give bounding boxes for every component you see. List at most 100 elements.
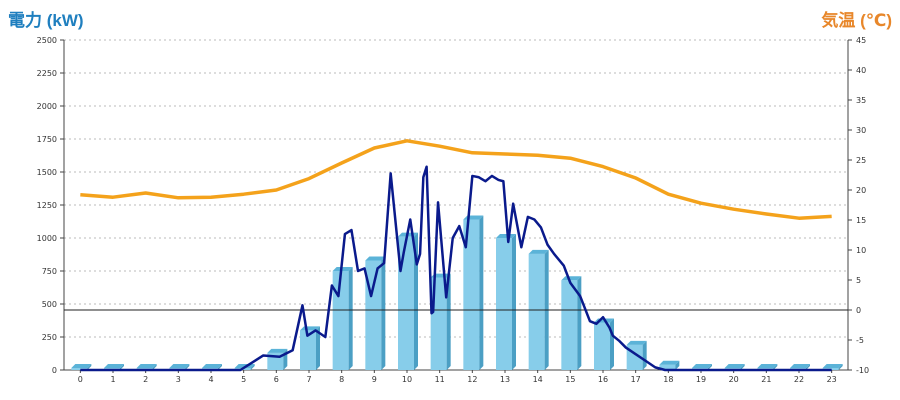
left-tick-label: 2250 [37, 69, 57, 78]
x-tick-label: 3 [176, 375, 181, 384]
x-tick-label: 16 [598, 375, 608, 384]
x-tick-label: 4 [208, 375, 213, 384]
bar [594, 322, 610, 370]
x-tick-label: 13 [500, 375, 510, 384]
right-tick-label: 30 [856, 126, 866, 135]
bar-top [267, 348, 288, 353]
bar-side [610, 318, 614, 370]
bar-top [202, 364, 222, 369]
bar-side [446, 273, 451, 370]
right-tick-label: 15 [856, 216, 866, 225]
x-tick-label: 0 [78, 375, 83, 384]
bar-top [724, 364, 745, 369]
power-line [80, 165, 832, 372]
x-tick-label: 7 [306, 375, 311, 384]
bar-side [740, 364, 745, 370]
bar-top [136, 364, 157, 369]
x-tick-label: 19 [696, 375, 706, 384]
bar-side [316, 326, 320, 370]
x-tick-label: 6 [274, 375, 279, 384]
bar-side [806, 364, 810, 370]
x-tick-label: 20 [729, 375, 739, 384]
right-tick-label: 25 [856, 156, 866, 165]
bar [659, 364, 676, 370]
x-tick-label: 17 [631, 375, 641, 384]
x-tick-label: 11 [435, 375, 445, 384]
right-tick-label: 0 [856, 306, 861, 315]
bar-top [528, 249, 549, 254]
x-tick-label: 22 [794, 375, 804, 384]
left-tick-label: 1750 [37, 135, 57, 144]
bar-top [626, 340, 647, 345]
bar-side [577, 276, 582, 370]
right-tick-label: -5 [856, 336, 864, 345]
bar [398, 236, 414, 370]
bar-top [692, 364, 712, 369]
bar-side [708, 364, 712, 370]
right-tick-label: 10 [856, 246, 866, 255]
x-tick-label: 5 [241, 375, 246, 384]
x-tick-label: 14 [533, 375, 543, 384]
bar-side [120, 364, 124, 370]
x-tick-label: 18 [663, 375, 673, 384]
bar-top [659, 360, 680, 365]
left-tick-label: 1500 [37, 168, 57, 177]
x-tick-label: 2 [143, 375, 148, 384]
bar-side [675, 360, 680, 370]
bar-side [185, 364, 190, 370]
bar-side [250, 364, 255, 370]
left-tick-label: 500 [42, 300, 57, 309]
right-tick-label: 40 [856, 66, 866, 75]
bar-top [365, 256, 386, 261]
x-tick-label: 15 [565, 375, 575, 384]
x-tick-label: 8 [339, 375, 344, 384]
left-tick-label: 2500 [37, 36, 57, 45]
bar-side [773, 364, 778, 370]
bar [561, 280, 578, 370]
bar [71, 368, 88, 370]
x-tick-label: 10 [402, 375, 412, 384]
bar-side [218, 364, 222, 370]
right-axis-title: 気温 (℃) [821, 11, 892, 30]
right-tick-label: 20 [856, 186, 866, 195]
bar-side [479, 215, 484, 370]
bar-top [169, 364, 190, 369]
bar-top [496, 234, 516, 238]
bar-side [838, 364, 843, 370]
x-tick-label: 1 [110, 375, 115, 384]
bar-top [104, 364, 124, 369]
bar-top [561, 276, 582, 281]
bar-side [152, 364, 157, 370]
bar-top [757, 364, 778, 369]
right-tick-label: 35 [856, 96, 866, 105]
left-tick-label: 1000 [37, 234, 57, 243]
left-axis-title: 電力 (kW) [8, 11, 84, 30]
bar-top [332, 267, 353, 271]
left-tick-label: 2000 [37, 102, 57, 111]
bar-top [790, 364, 810, 369]
right-tick-label: 5 [856, 276, 861, 285]
bar [463, 219, 480, 370]
bar-side [642, 340, 647, 370]
bar [332, 271, 349, 370]
bar-side [87, 364, 92, 370]
left-tick-label: 250 [42, 333, 57, 342]
bar-side [381, 256, 386, 370]
bar-side [414, 232, 418, 370]
x-tick-label: 21 [761, 375, 771, 384]
x-tick-label: 12 [467, 375, 477, 384]
bar [528, 253, 545, 370]
left-tick-label: 1250 [37, 201, 57, 210]
bar-top [71, 364, 92, 369]
bar-side [348, 267, 353, 370]
x-tick-label: 23 [827, 375, 837, 384]
bar [300, 330, 316, 370]
left-tick-label: 750 [42, 267, 57, 276]
left-tick-label: 0 [52, 366, 57, 375]
bar-top [822, 364, 843, 369]
temperature-line [80, 139, 832, 220]
bar-side [512, 234, 516, 370]
right-tick-label: 45 [856, 36, 866, 45]
x-tick-label: 9 [372, 375, 377, 384]
